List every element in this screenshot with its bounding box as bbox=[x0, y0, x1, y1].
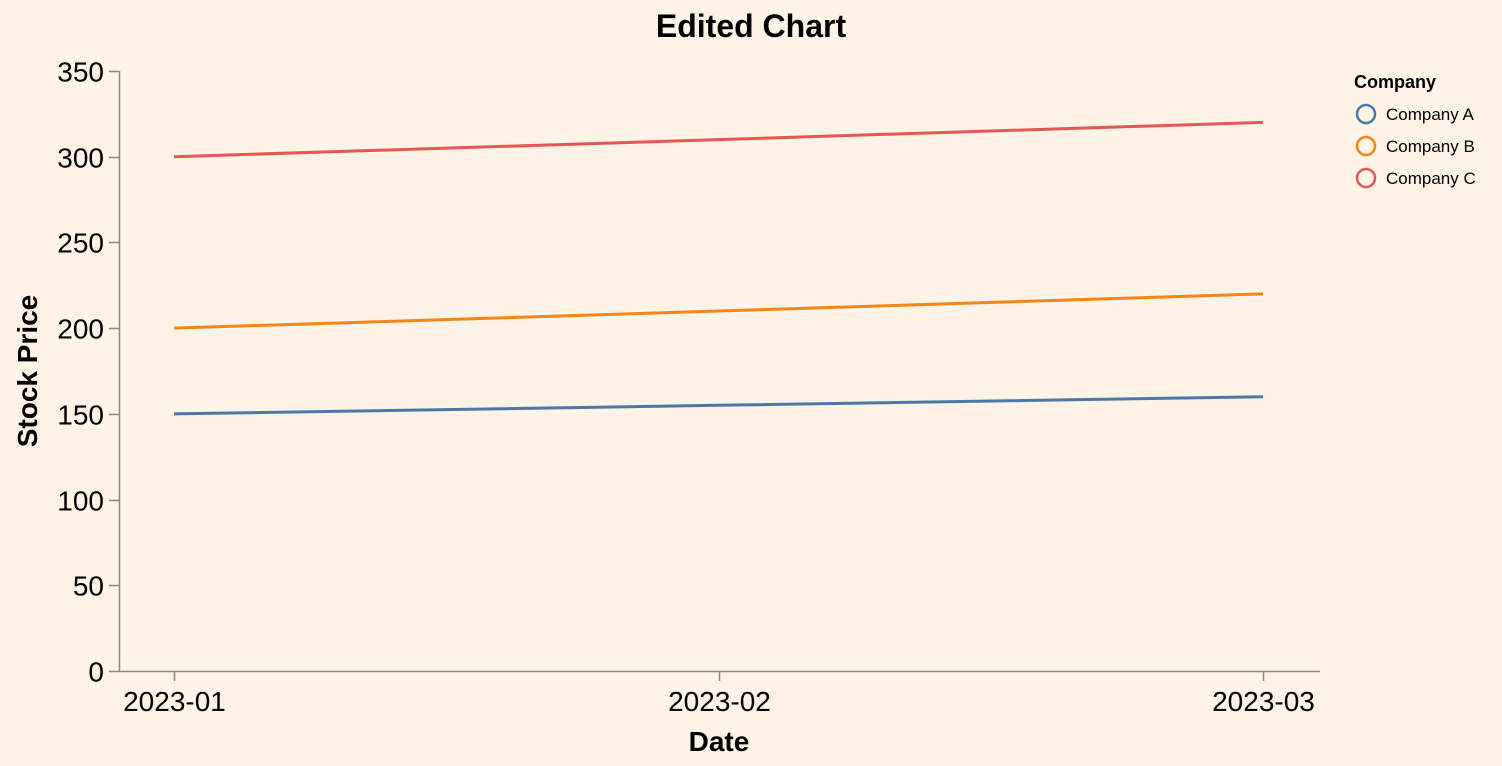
y-tick-label: 150 bbox=[57, 400, 104, 431]
legend-symbol-company-c bbox=[1355, 167, 1377, 189]
x-tick-label: 2023-03 bbox=[1212, 686, 1315, 717]
y-tick-label: 0 bbox=[88, 657, 104, 688]
series-line-company-a bbox=[173, 395, 1264, 416]
legend-label-company-b: Company B bbox=[1386, 137, 1475, 156]
legend-label-company-a: Company A bbox=[1386, 105, 1475, 124]
x-tick-label: 2023-01 bbox=[123, 686, 226, 717]
legend-symbol-company-a bbox=[1355, 103, 1377, 125]
y-tick-label: 350 bbox=[57, 57, 104, 88]
legend-title: Company bbox=[1354, 72, 1436, 92]
legend-symbol-company-b bbox=[1355, 135, 1377, 157]
x-tick-label: 2023-02 bbox=[668, 686, 771, 717]
y-axis: 0 50 100 150 200 250 300 350 bbox=[57, 57, 121, 688]
y-tick-label: 300 bbox=[57, 143, 104, 174]
x-axis: 2023-01 2023-02 2023-03 bbox=[119, 670, 1320, 717]
legend-label-company-c: Company C bbox=[1386, 169, 1476, 188]
y-tick-label: 100 bbox=[57, 486, 104, 517]
legend: Company Company A Company B Company C bbox=[1354, 72, 1476, 189]
y-tick-label: 50 bbox=[73, 571, 104, 602]
y-tick-label: 250 bbox=[57, 228, 104, 259]
series-line-company-c bbox=[173, 120, 1264, 159]
y-tick-label: 200 bbox=[57, 314, 104, 345]
y-axis-title: Stock Price bbox=[12, 295, 43, 448]
x-axis-title: Date bbox=[689, 726, 750, 757]
series-lines bbox=[173, 120, 1264, 416]
series-line-company-b bbox=[173, 292, 1264, 330]
chart-title: Edited Chart bbox=[656, 8, 847, 44]
